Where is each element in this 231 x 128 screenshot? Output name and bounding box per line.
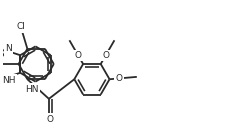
Text: O: O xyxy=(74,51,81,60)
Text: O: O xyxy=(102,51,109,60)
Text: N: N xyxy=(5,44,12,53)
Text: HN: HN xyxy=(25,84,39,94)
Text: Cl: Cl xyxy=(17,23,26,31)
Text: O: O xyxy=(46,115,53,124)
Text: O: O xyxy=(115,74,122,83)
Text: NH: NH xyxy=(3,76,16,85)
